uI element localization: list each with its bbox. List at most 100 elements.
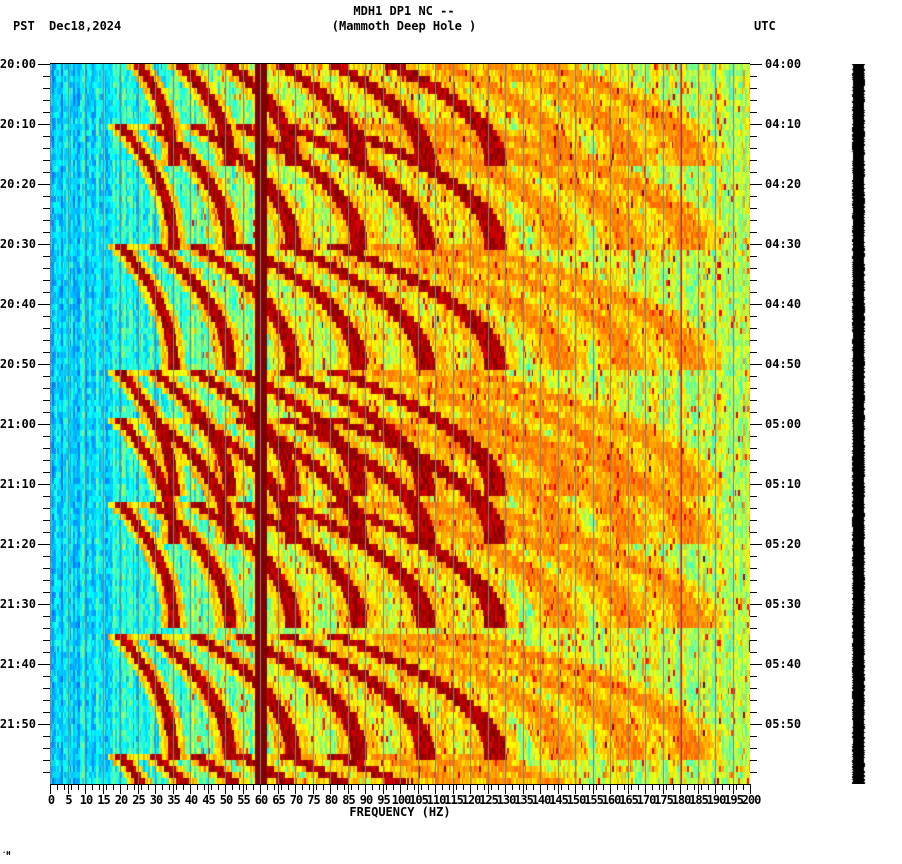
y-major-tick-right: [750, 64, 762, 65]
x-major-tick: [120, 784, 121, 794]
x-minor-tick: [281, 784, 282, 790]
x-minor-tick: [176, 784, 177, 790]
x-major-tick: [750, 784, 751, 794]
x-tick-label: 65: [272, 793, 285, 807]
y-minor-tick-left: [43, 496, 50, 497]
x-tick-label: 185: [689, 793, 709, 807]
y-major-tick-right: [750, 244, 762, 245]
x-major-tick: [680, 784, 681, 794]
x-tick-label: 85: [342, 793, 355, 807]
y-minor-tick-right: [750, 328, 757, 329]
x-minor-tick: [253, 784, 254, 790]
x-tick-label: 15: [97, 793, 110, 807]
y-minor-tick-left: [43, 292, 50, 293]
y-minor-tick-left: [43, 436, 50, 437]
x-tick-label: 155: [584, 793, 604, 807]
x-tick-label: 200: [741, 793, 762, 807]
x-minor-tick: [463, 784, 464, 790]
y-minor-tick-right: [750, 532, 757, 533]
y-tick-label-right: 05:40: [765, 657, 802, 671]
y-minor-tick-left: [43, 592, 50, 593]
x-minor-tick: [519, 784, 520, 790]
x-minor-tick: [386, 784, 387, 790]
x-tick-label: 180: [671, 793, 692, 807]
y-minor-tick-left: [43, 400, 50, 401]
y-minor-tick-left: [43, 760, 50, 761]
x-tick-label: 80: [324, 793, 338, 807]
y-minor-tick-left: [43, 640, 50, 641]
x-minor-tick: [498, 784, 499, 790]
x-minor-tick: [701, 784, 702, 790]
x-minor-tick: [547, 784, 548, 790]
y-minor-tick-left: [43, 352, 50, 353]
x-minor-tick: [596, 784, 597, 790]
y-tick-label-left: 21:40: [0, 657, 36, 671]
y-minor-tick-right: [750, 640, 757, 641]
y-minor-tick-right: [750, 232, 757, 233]
x-tick-label: 125: [479, 793, 499, 807]
y-major-tick-right: [750, 664, 762, 665]
x-major-tick: [540, 784, 541, 794]
x-tick-label: 90: [359, 793, 373, 807]
x-tick-label: 0: [47, 793, 55, 807]
y-tick-label-right: 04:10: [765, 117, 802, 131]
y-major-tick-right: [750, 184, 762, 185]
x-major-tick: [488, 784, 489, 794]
y-minor-tick-left: [43, 328, 50, 329]
x-tick-label: 165: [619, 793, 639, 807]
y-major-tick-right: [750, 124, 762, 125]
x-minor-tick: [92, 784, 93, 790]
x-tick-label: 10: [79, 793, 93, 807]
y-minor-tick-right: [750, 688, 757, 689]
y-minor-tick-right: [750, 76, 757, 77]
x-minor-tick: [232, 784, 233, 790]
x-tick-label: 130: [496, 793, 517, 807]
x-minor-tick: [106, 784, 107, 790]
y-minor-tick-left: [43, 712, 50, 713]
x-major-tick: [103, 784, 104, 794]
y-minor-tick-left: [43, 256, 50, 257]
y-minor-tick-right: [750, 88, 757, 89]
y-minor-tick-right: [750, 748, 757, 749]
y-tick-label-left: 20:10: [0, 117, 36, 131]
y-tick-label-right: 05:30: [765, 597, 802, 611]
x-minor-tick: [211, 784, 212, 790]
x-major-tick: [733, 784, 734, 794]
y-minor-tick-right: [750, 496, 757, 497]
x-minor-tick: [274, 784, 275, 790]
x-minor-tick: [638, 784, 639, 790]
x-tick-label: 35: [167, 793, 180, 807]
y-tick-label-left: 20:50: [0, 357, 36, 371]
y-major-tick-left: [38, 664, 50, 665]
x-minor-tick: [561, 784, 562, 790]
x-minor-tick: [659, 784, 660, 790]
x-minor-tick: [736, 784, 737, 790]
y-minor-tick-right: [750, 256, 757, 257]
x-minor-tick: [393, 784, 394, 790]
x-minor-tick: [428, 784, 429, 790]
y-minor-tick-right: [750, 772, 757, 773]
x-minor-tick: [442, 784, 443, 790]
y-minor-tick-right: [750, 388, 757, 389]
y-major-tick-left: [38, 364, 50, 365]
x-minor-tick: [148, 784, 149, 790]
x-major-tick: [523, 784, 524, 794]
x-axis-title: FREQUENCY (HZ): [349, 805, 451, 819]
x-tick-label: 175: [654, 793, 674, 807]
x-minor-tick: [526, 784, 527, 790]
x-major-tick: [330, 784, 331, 794]
x-minor-tick: [344, 784, 345, 790]
y-minor-tick-right: [750, 172, 757, 173]
x-minor-tick: [351, 784, 352, 790]
y-major-tick-left: [38, 544, 50, 545]
y-tick-label-left: 20:30: [0, 237, 36, 251]
y-tick-label-left: 20:40: [0, 297, 36, 311]
x-tick-label: 170: [636, 793, 657, 807]
x-tick-label: 135: [514, 793, 534, 807]
y-minor-tick-left: [43, 580, 50, 581]
y-minor-tick-left: [43, 508, 50, 509]
seismogram-trace: [850, 64, 868, 784]
x-minor-tick: [197, 784, 198, 790]
y-minor-tick-right: [750, 292, 757, 293]
y-minor-tick-right: [750, 340, 757, 341]
